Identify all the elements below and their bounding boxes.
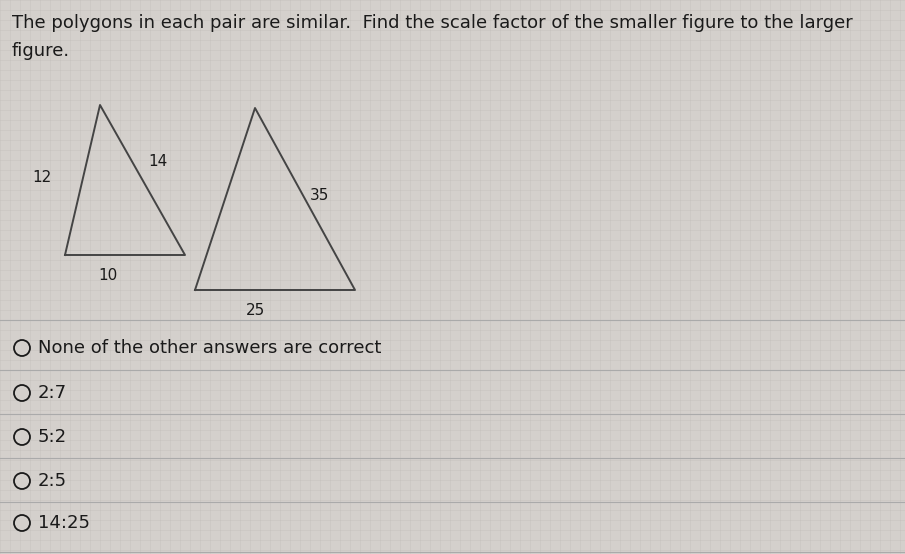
- Text: 2:5: 2:5: [38, 472, 67, 490]
- Text: 35: 35: [310, 187, 329, 203]
- Text: 12: 12: [33, 171, 52, 186]
- Text: 25: 25: [245, 303, 264, 318]
- Text: None of the other answers are correct: None of the other answers are correct: [38, 339, 381, 357]
- Circle shape: [14, 473, 30, 489]
- Text: 14:25: 14:25: [38, 514, 90, 532]
- Text: 5:2: 5:2: [38, 428, 67, 446]
- Circle shape: [14, 515, 30, 531]
- Text: 10: 10: [99, 268, 118, 283]
- Text: 14: 14: [148, 155, 167, 170]
- Circle shape: [14, 429, 30, 445]
- Text: 2:7: 2:7: [38, 384, 67, 402]
- Circle shape: [14, 385, 30, 401]
- Text: figure.: figure.: [12, 42, 70, 60]
- Circle shape: [14, 340, 30, 356]
- Text: The polygons in each pair are similar.  Find the scale factor of the smaller fig: The polygons in each pair are similar. F…: [12, 14, 853, 32]
